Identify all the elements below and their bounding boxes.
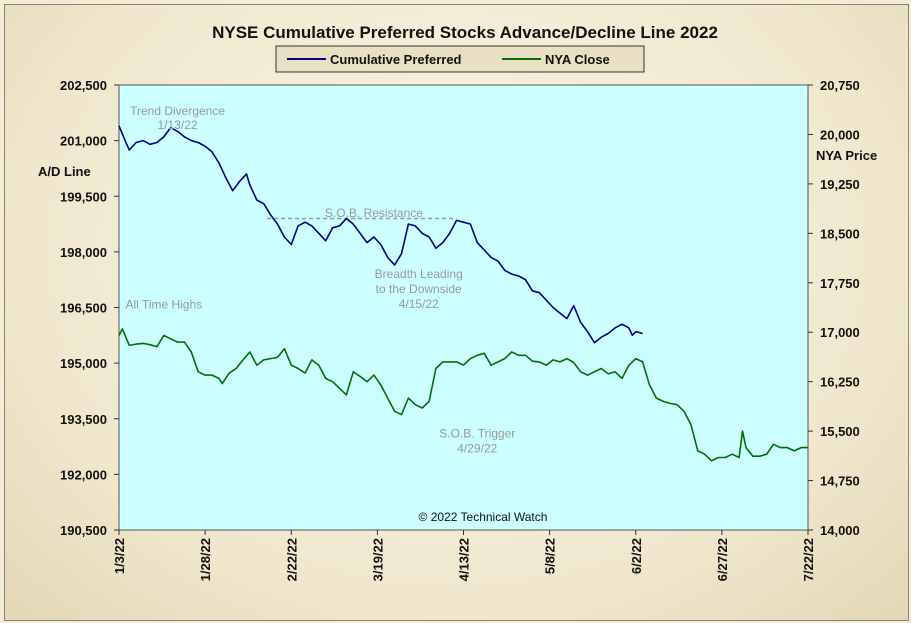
y-left-axis-label: A/D Line (38, 164, 91, 179)
annotation-text: 4/29/22 (457, 441, 497, 455)
x-tick-label: 6/2/22 (629, 538, 644, 574)
y-right-tick-label: 15,500 (820, 424, 860, 439)
y-right-axis-label: NYA Price (816, 148, 877, 163)
y-left-tick-label: 196,500 (60, 301, 107, 316)
x-tick-label: 7/22/22 (801, 538, 816, 581)
legend-label-nya-close: NYA Close (545, 52, 610, 67)
series-line-nya-close (118, 328, 808, 462)
y-right-tick-label: 16,250 (820, 375, 860, 390)
y-left-tick-label: 193,500 (60, 412, 107, 427)
y-left-tick-label: 190,500 (60, 523, 107, 538)
y-right-tick-label: 14,750 (820, 474, 860, 489)
annotation-text: Breadth Leading (375, 267, 463, 281)
x-tick-label: 6/27/22 (715, 538, 730, 581)
annotation-text: to the Downside (376, 282, 462, 296)
annotation-text: S.O.B. Resistance (325, 206, 423, 220)
x-tick-label: 2/22/22 (284, 538, 299, 581)
annotation-text: S.O.B. Trigger (439, 427, 515, 441)
chart-frame: NYSE Cumulative Preferred Stocks Advance… (4, 4, 909, 621)
y-left-tick-label: 202,500 (60, 78, 107, 93)
series-layer (118, 125, 808, 462)
chart-svg: NYSE Cumulative Preferred Stocks Advance… (38, 23, 877, 581)
y-right-tick-label: 19,250 (820, 177, 860, 192)
y-right-tick-label: 17,750 (820, 276, 860, 291)
legend: Cumulative Preferred NYA Close (275, 45, 645, 73)
x-tick-label: 1/28/22 (198, 538, 213, 581)
annotation-text: 4/15/22 (399, 297, 439, 311)
ticks-layer: 202,500 201,000 199,500 198,000 196,500 195,0… (60, 78, 860, 581)
y-left-tick-label: 201,000 (60, 134, 107, 149)
plot-area (118, 84, 809, 531)
copyright-text: © 2022 Technical Watch (419, 510, 548, 524)
y-left-tick-label: 192,000 (60, 467, 107, 482)
x-tick-label: 3/19/22 (370, 538, 385, 581)
y-right-tick-label: 14,000 (820, 523, 860, 538)
y-left-tick-label: 195,000 (60, 356, 107, 371)
y-right-tick-label: 20,750 (820, 78, 860, 93)
y-right-tick-label: 17,000 (820, 325, 860, 340)
x-tick-label: 5/8/22 (543, 538, 558, 574)
legend-label-cumulative-preferred: Cumulative Preferred (330, 52, 462, 67)
annotation-text: Trend Divergence (130, 104, 225, 118)
annotation-text: All Time Highs (125, 298, 202, 312)
y-right-tick-label: 20,000 (820, 127, 860, 142)
y-left-tick-label: 199,500 (60, 189, 107, 204)
chart-title: NYSE Cumulative Preferred Stocks Advance… (212, 23, 718, 42)
y-left-tick-label: 198,000 (60, 245, 107, 260)
y-right-tick-label: 18,500 (820, 226, 860, 241)
x-tick-label: 1/3/22 (112, 538, 127, 574)
annotation-text: 1/13/22 (158, 118, 198, 132)
series-line-cumulative-preferred (118, 125, 643, 344)
x-tick-label: 4/13/22 (457, 538, 472, 581)
